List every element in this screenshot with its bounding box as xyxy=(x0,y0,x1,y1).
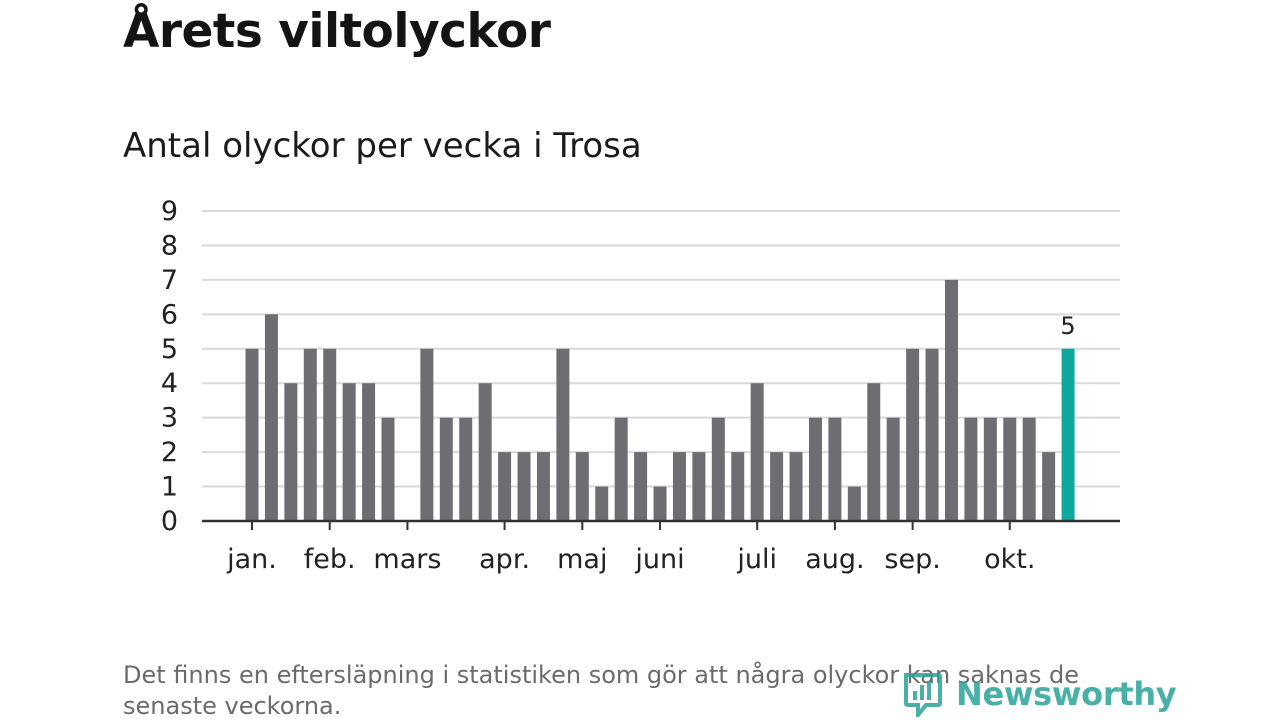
bar xyxy=(944,279,958,521)
y-tick-label: 4 xyxy=(161,368,178,399)
x-tick-label: aug. xyxy=(805,544,864,575)
bar xyxy=(711,417,725,521)
newsworthy-logo: Newsworthy xyxy=(902,668,1177,720)
x-tick-label: mars xyxy=(373,544,441,575)
bar xyxy=(906,348,920,521)
bar xyxy=(789,452,803,521)
y-tick-label: 2 xyxy=(161,437,178,468)
bar xyxy=(556,348,570,521)
logo-text: Newsworthy xyxy=(956,675,1177,713)
grid-lines xyxy=(202,210,1120,488)
bar xyxy=(614,417,628,521)
x-tick-label: okt. xyxy=(984,544,1035,575)
x-tick-label: juli xyxy=(736,544,777,575)
bars: 5 xyxy=(245,279,1076,521)
x-tick-label: sep. xyxy=(884,544,940,575)
x-tick-label: juni xyxy=(634,544,684,575)
bar xyxy=(925,348,939,521)
bar xyxy=(692,452,706,521)
bar xyxy=(498,452,512,521)
x-tick-label: apr. xyxy=(479,544,530,575)
bar xyxy=(381,417,395,521)
bar xyxy=(770,452,784,521)
bar xyxy=(886,417,900,521)
bar xyxy=(575,452,589,521)
bar xyxy=(342,383,356,521)
bar xyxy=(517,452,531,521)
bar xyxy=(828,417,842,521)
data-label: 5 xyxy=(1060,312,1075,340)
x-tick-label: feb. xyxy=(304,544,356,575)
highlight-bar xyxy=(1061,348,1075,521)
bar xyxy=(983,417,997,521)
bar xyxy=(1022,417,1036,521)
y-tick-label: 1 xyxy=(161,472,178,503)
bar xyxy=(964,417,978,521)
bar xyxy=(595,486,609,521)
bar xyxy=(478,383,492,521)
bar xyxy=(536,452,550,521)
y-tick-label: 8 xyxy=(161,230,178,261)
page-title: Årets viltolyckor xyxy=(123,4,551,59)
bar xyxy=(439,417,453,521)
y-tick-label: 0 xyxy=(161,506,178,537)
newsworthy-logo-icon xyxy=(904,673,942,717)
bar xyxy=(264,314,278,521)
bar xyxy=(808,417,822,521)
bar xyxy=(867,383,881,521)
bar xyxy=(459,417,473,521)
bar xyxy=(284,383,298,521)
bar xyxy=(420,348,434,521)
y-tick-label: 3 xyxy=(161,403,178,434)
x-tick-label: maj xyxy=(557,544,607,575)
bar xyxy=(303,348,317,521)
bar xyxy=(323,348,337,521)
chart-subtitle: Antal olyckor per vecka i Trosa xyxy=(123,126,642,166)
bar xyxy=(634,452,648,521)
y-axis-ticks: 01 23 45 67 89 xyxy=(161,196,178,537)
bar xyxy=(362,383,376,521)
y-tick-label: 7 xyxy=(161,265,178,296)
bar xyxy=(731,452,745,521)
bar xyxy=(750,383,764,521)
bar xyxy=(672,452,686,521)
bar xyxy=(1042,452,1056,521)
x-tick-label: jan. xyxy=(226,544,277,575)
bar xyxy=(847,486,861,521)
x-axis-ticks: jan. feb. mars apr. maj juni juli aug. sep. okt. xyxy=(226,521,1035,575)
y-tick-label: 6 xyxy=(161,299,178,330)
bar xyxy=(1003,417,1017,521)
y-tick-label: 9 xyxy=(161,196,178,227)
bar xyxy=(653,486,667,521)
bar xyxy=(245,348,259,521)
y-tick-label: 5 xyxy=(161,334,178,365)
